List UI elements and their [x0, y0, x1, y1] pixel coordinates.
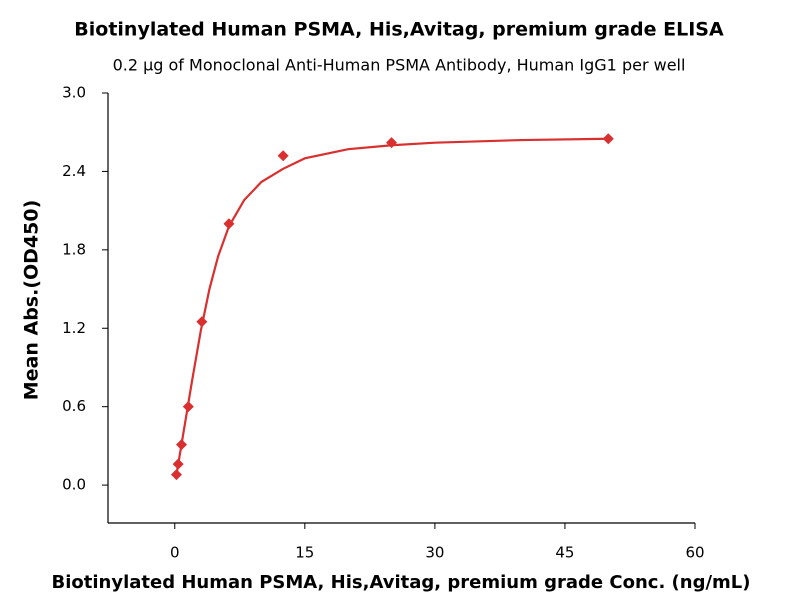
- x-tick-label: 0: [170, 544, 180, 562]
- y-tick-label: 0.6: [62, 397, 86, 415]
- data-point: [277, 150, 289, 162]
- fit-curve: [175, 137, 609, 475]
- y-tick-label: 1.8: [62, 240, 86, 258]
- data-point: [172, 458, 184, 470]
- data-point: [386, 137, 398, 149]
- x-tick-label: 45: [555, 544, 574, 562]
- chart-subtitle: 0.2 µg of Monoclonal Anti-Human PSMA Ant…: [113, 56, 686, 75]
- data-point: [223, 218, 235, 230]
- y-tick-label: 1.2: [62, 319, 86, 337]
- data-point: [196, 316, 208, 328]
- chart-title: Biotinylated Human PSMA, His,Avitag, pre…: [74, 19, 724, 41]
- x-tick-label: 60: [685, 544, 704, 562]
- y-tick-label: 2.4: [62, 162, 86, 180]
- y-axis-label: Mean Abs.(OD450): [21, 200, 43, 401]
- x-tick-label: 30: [425, 544, 444, 562]
- x-tick-label: 15: [295, 544, 314, 562]
- y-tick-label: 0.0: [62, 476, 86, 494]
- data-point: [602, 133, 614, 145]
- data-point: [182, 401, 194, 413]
- data-point: [176, 439, 188, 451]
- y-tick-label: 3.0: [62, 84, 86, 102]
- data-point: [170, 469, 182, 481]
- x-axis-label: Biotinylated Human PSMA, His,Avitag, pre…: [52, 572, 751, 593]
